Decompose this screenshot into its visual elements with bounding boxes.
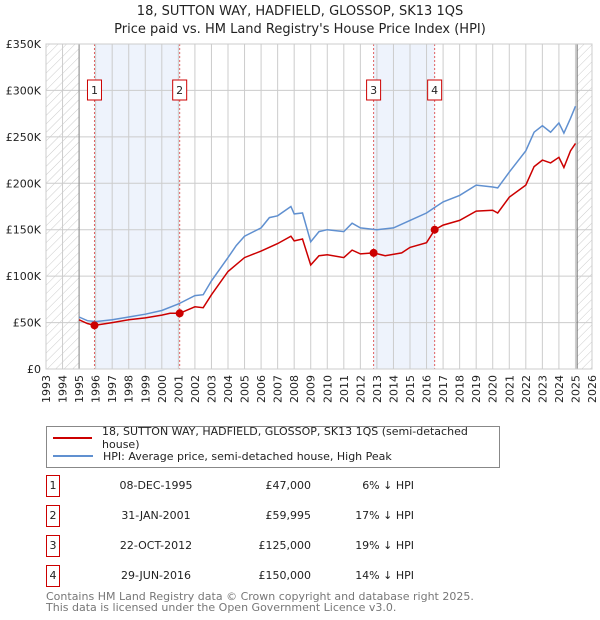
sale-number-box: 4: [46, 565, 60, 587]
sale-label-box: [427, 79, 443, 101]
x-tick-label: 2005: [239, 375, 252, 403]
sale-point: [175, 309, 184, 318]
chart-title: 18, SUTTON WAY, HADFIELD, GLOSSOP, SK13 …: [136, 4, 464, 19]
sale-hpi-diff: 19% ↓ HPI: [355, 539, 414, 552]
sale-date: 31-JAN-2001: [121, 509, 191, 522]
x-tick-label: 2014: [387, 375, 400, 403]
series-line-price: [78, 142, 577, 327]
x-tick-label: 2012: [354, 375, 367, 403]
sale-number-box: 3: [46, 535, 60, 557]
table-row: 1 08-DEC-1995 £47,000 6% ↓ HPI: [46, 475, 446, 497]
sale-price: £150,000: [258, 569, 312, 582]
x-tick-label: 2002: [189, 375, 202, 403]
x-tick-label: 2023: [536, 375, 549, 403]
sale-hpi-diff: 14% ↓ HPI: [355, 569, 414, 582]
chart-subtitle: Price paid vs. HM Land Registry's House …: [114, 22, 486, 37]
legend-label-hpi: HPI: Average price, semi-detached house,…: [103, 449, 392, 463]
legend-swatch-price: [53, 437, 93, 439]
sale-number-box: 2: [46, 505, 60, 527]
footer-line-1: Contains HM Land Registry data © Crown c…: [46, 590, 474, 603]
sale-date: 29-JUN-2016: [120, 569, 192, 582]
hatched-region: [577, 44, 592, 369]
x-tick-label: 1993: [40, 375, 53, 403]
sale-label-box: [172, 79, 188, 101]
sale-label: 1: [91, 84, 98, 97]
y-tick-label: £100K: [6, 270, 42, 283]
sale-price: £125,000: [258, 539, 312, 552]
plot-border: [45, 43, 593, 370]
x-tick-label: 2017: [437, 375, 450, 403]
footer-line-2: This data is licensed under the Open Gov…: [46, 601, 397, 614]
x-tick-label: 2020: [487, 375, 500, 403]
x-tick-label: 2009: [305, 375, 318, 403]
x-tick-label: 2026: [586, 375, 599, 403]
sale-point: [369, 248, 378, 257]
sale-hpi-diff: 6% ↓ HPI: [362, 479, 414, 492]
shaded-region: [373, 44, 435, 369]
x-tick-label: 1998: [123, 375, 136, 403]
table-row: 3 22-OCT-2012 £125,000 19% ↓ HPI: [46, 535, 446, 557]
x-tick-label: 2007: [272, 375, 285, 403]
y-tick-label: £0: [27, 363, 41, 376]
x-tick-label: 1995: [73, 375, 86, 403]
x-tick-label: 2004: [222, 375, 235, 403]
legend-item-hpi: HPI: Average price, semi-detached house,…: [53, 448, 392, 464]
x-tick-label: 2024: [553, 375, 566, 403]
sale-date: 22-OCT-2012: [119, 539, 193, 552]
x-tick-label: 2011: [338, 375, 351, 403]
y-tick-label: £250K: [6, 131, 42, 144]
legend-item-price: 18, SUTTON WAY, HADFIELD, GLOSSOP, SK13 …: [53, 425, 499, 451]
sale-label-box: [366, 79, 382, 101]
x-tick-label: 2013: [371, 375, 384, 403]
x-tick-label: 2022: [520, 375, 533, 403]
sale-hpi-diff: 17% ↓ HPI: [355, 509, 414, 522]
x-tick-label: 2019: [470, 375, 483, 403]
sale-label: 4: [431, 84, 438, 97]
x-tick-label: 1994: [57, 375, 70, 403]
x-tick-label: 2008: [288, 375, 301, 403]
x-tick-label: 2003: [205, 375, 218, 403]
price-chart: 1993 1994 1995 1996 1997 1998 1999 2000 2001 2002…: [6, 38, 599, 403]
y-tick-label: £350K: [6, 38, 42, 51]
x-tick-label: 2016: [421, 375, 434, 403]
sale-point: [430, 225, 439, 234]
sale-point: [90, 321, 99, 330]
x-tick-label: 2010: [321, 375, 334, 403]
sale-date: 08-DEC-1995: [119, 479, 193, 492]
x-tick-label: 1999: [139, 375, 152, 403]
y-tick-label: £200K: [6, 177, 42, 190]
table-row: 4 29-JUN-2016 £150,000 14% ↓ HPI: [46, 565, 446, 587]
x-tick-label: 1996: [90, 375, 103, 403]
x-tick-label: 2025: [569, 375, 582, 403]
y-tick-label: £300K: [6, 84, 42, 97]
legend-label-price: 18, SUTTON WAY, HADFIELD, GLOSSOP, SK13 …: [102, 425, 468, 451]
sale-price: £47,000: [265, 479, 312, 492]
y-tick-label: £50K: [13, 317, 42, 330]
x-tick-label: 2000: [156, 375, 169, 403]
sale-label-box: [86, 79, 102, 101]
x-tick-label: 2021: [503, 375, 516, 403]
y-tick-label: £150K: [6, 224, 42, 237]
sale-number-box: 1: [46, 475, 60, 497]
sale-price: £59,995: [265, 509, 312, 522]
legend: 18, SUTTON WAY, HADFIELD, GLOSSOP, SK13 …: [46, 425, 500, 468]
x-tick-label: 2001: [172, 375, 185, 403]
table-row: 2 31-JAN-2001 £59,995 17% ↓ HPI: [46, 505, 446, 527]
sale-label: 3: [370, 84, 377, 97]
sale-label: 2: [176, 84, 183, 97]
x-tick-label: 1997: [106, 375, 119, 403]
x-tick-label: 2006: [255, 375, 268, 403]
legend-swatch-hpi: [53, 455, 93, 457]
series-line-hpi: [78, 105, 577, 323]
x-tick-label: 2018: [454, 375, 467, 403]
x-tick-label: 2015: [404, 375, 417, 403]
